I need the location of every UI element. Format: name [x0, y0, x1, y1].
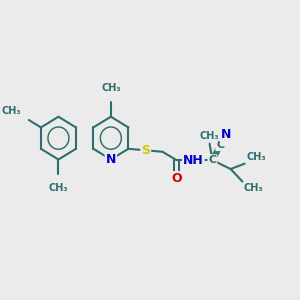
- Text: NH: NH: [183, 154, 204, 166]
- Text: CH₃: CH₃: [49, 183, 68, 193]
- Text: S: S: [141, 144, 150, 157]
- Text: CH₃: CH₃: [101, 83, 121, 93]
- Text: C: C: [208, 155, 217, 165]
- Text: CH₃: CH₃: [2, 106, 22, 116]
- Text: O: O: [171, 172, 182, 185]
- Text: CH₃: CH₃: [246, 152, 266, 162]
- Text: N: N: [221, 128, 231, 141]
- Text: CH₃: CH₃: [244, 183, 263, 193]
- Text: N: N: [106, 153, 116, 166]
- Text: C: C: [216, 140, 224, 150]
- Text: CH₃: CH₃: [200, 131, 219, 141]
